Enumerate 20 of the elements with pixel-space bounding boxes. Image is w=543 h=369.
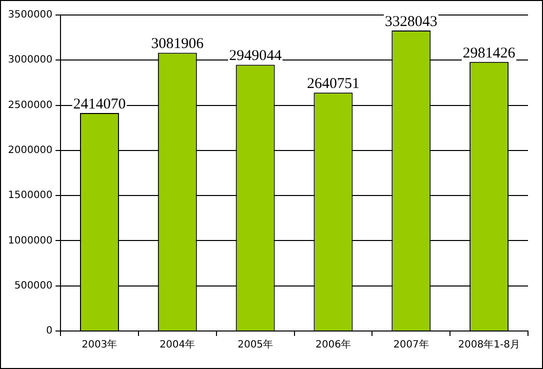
x-tick-label: 2005年	[238, 338, 274, 351]
data-label: 3081906	[151, 36, 204, 52]
x-tick-label: 2007年	[393, 338, 429, 351]
data-label: 2981426	[462, 45, 516, 62]
y-tick-label: 2000000	[8, 145, 53, 156]
x-tick-label: 2004年	[160, 338, 196, 351]
data-label: 2414070	[73, 96, 126, 112]
y-tick-label: 3000000	[8, 54, 53, 66]
y-tick-label: 0	[46, 326, 53, 337]
y-tick-label: 500000	[14, 280, 53, 292]
y-tick-label: 2500000	[8, 100, 53, 111]
data-label: 3328043	[384, 14, 438, 30]
x-tick-label: 2006年	[315, 338, 351, 351]
y-tick-label: 1000000	[8, 235, 53, 246]
data-label: 2949044	[229, 48, 282, 64]
data-label: 2640751	[306, 76, 360, 92]
y-tick-label: 1500000	[8, 190, 53, 202]
y-tick-label: 3500000	[8, 10, 53, 21]
x-tick-label: 2003年	[82, 338, 118, 351]
x-tick-label: 2008年1-8月	[458, 338, 520, 351]
